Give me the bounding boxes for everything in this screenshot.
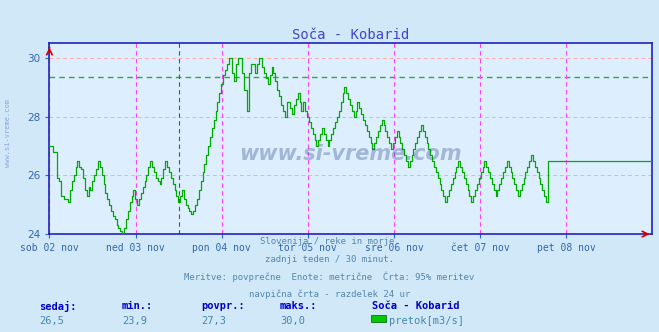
Text: 26,5: 26,5 — [40, 316, 65, 326]
Text: Slovenija / reke in morje.: Slovenija / reke in morje. — [260, 237, 399, 246]
Text: zadnji teden / 30 minut.: zadnji teden / 30 minut. — [265, 255, 394, 264]
Text: www.si-vreme.com: www.si-vreme.com — [240, 144, 462, 164]
Text: sedaj:: sedaj: — [40, 301, 77, 312]
Text: navpična črta - razdelek 24 ur: navpična črta - razdelek 24 ur — [249, 289, 410, 299]
Text: 23,9: 23,9 — [122, 316, 147, 326]
Text: pretok[m3/s]: pretok[m3/s] — [389, 316, 464, 326]
Text: min.:: min.: — [122, 301, 153, 311]
Text: Meritve: povprečne  Enote: metrične  Črta: 95% meritev: Meritve: povprečne Enote: metrične Črta:… — [185, 272, 474, 283]
Text: povpr.:: povpr.: — [201, 301, 244, 311]
Text: www.si-vreme.com: www.si-vreme.com — [5, 99, 11, 167]
Text: 27,3: 27,3 — [201, 316, 226, 326]
Text: maks.:: maks.: — [280, 301, 318, 311]
Text: Soča - Kobarid: Soča - Kobarid — [372, 301, 460, 311]
Title: Soča - Kobarid: Soča - Kobarid — [293, 28, 409, 42]
Text: 30,0: 30,0 — [280, 316, 305, 326]
